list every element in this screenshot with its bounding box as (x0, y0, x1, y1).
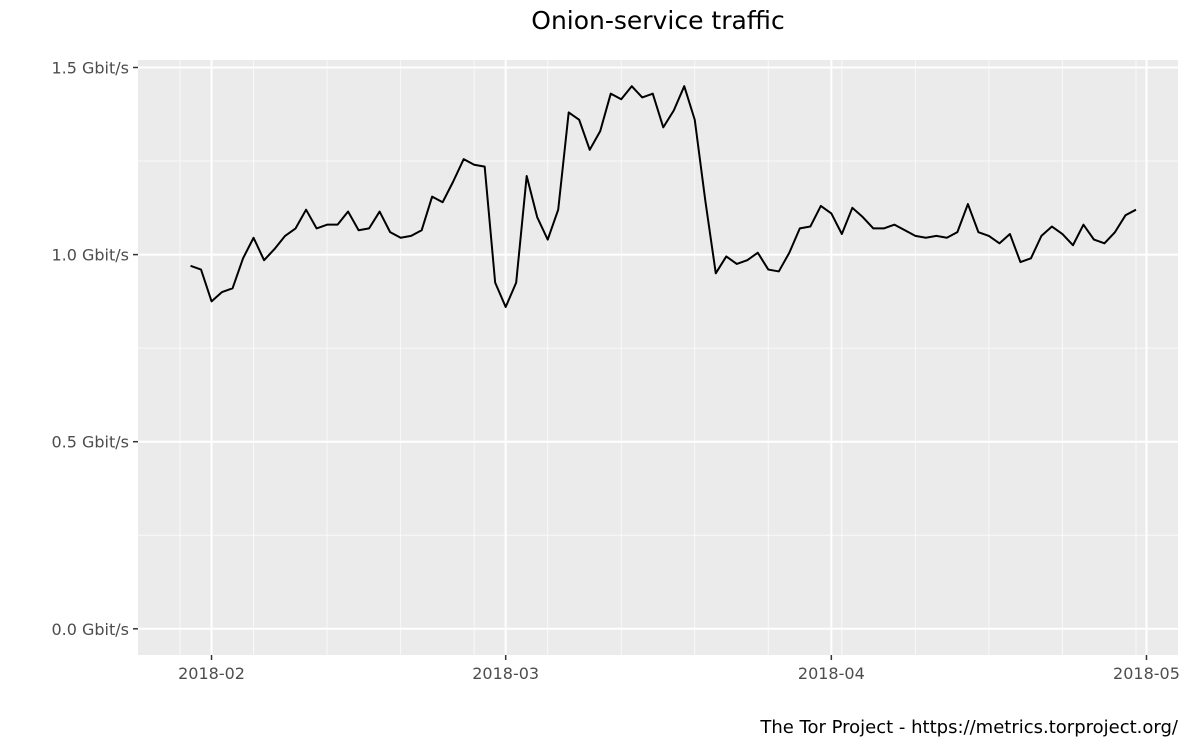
axis-ticks (133, 66, 1148, 660)
x-tick-label: 2018-04 (798, 664, 865, 683)
y-tick-label: 1.5 Gbit/s (51, 58, 129, 77)
plot-panel (138, 60, 1178, 655)
major-gridlines (138, 60, 1178, 655)
y-tick-label: 0.5 Gbit/s (51, 433, 129, 452)
x-tick-label: 2018-02 (178, 664, 245, 683)
y-tick-label: 0.0 Gbit/s (51, 620, 129, 639)
x-tick-label: 2018-03 (472, 664, 539, 683)
minor-gridlines (138, 60, 1178, 655)
chart-caption: The Tor Project - https://metrics.torpro… (760, 717, 1178, 738)
y-tick-label: 1.0 Gbit/s (51, 246, 129, 265)
x-tick-label: 2018-05 (1113, 664, 1180, 683)
x-tick-labels: 2018-02 2018-03 2018-04 2018-05 (178, 664, 1180, 683)
chart-title: Onion-service traffic (531, 6, 785, 35)
y-tick-labels: 0.0 Gbit/s 0.5 Gbit/s 1.0 Gbit/s 1.5 Gbit/s (51, 58, 129, 638)
series-line (190, 85, 1137, 308)
